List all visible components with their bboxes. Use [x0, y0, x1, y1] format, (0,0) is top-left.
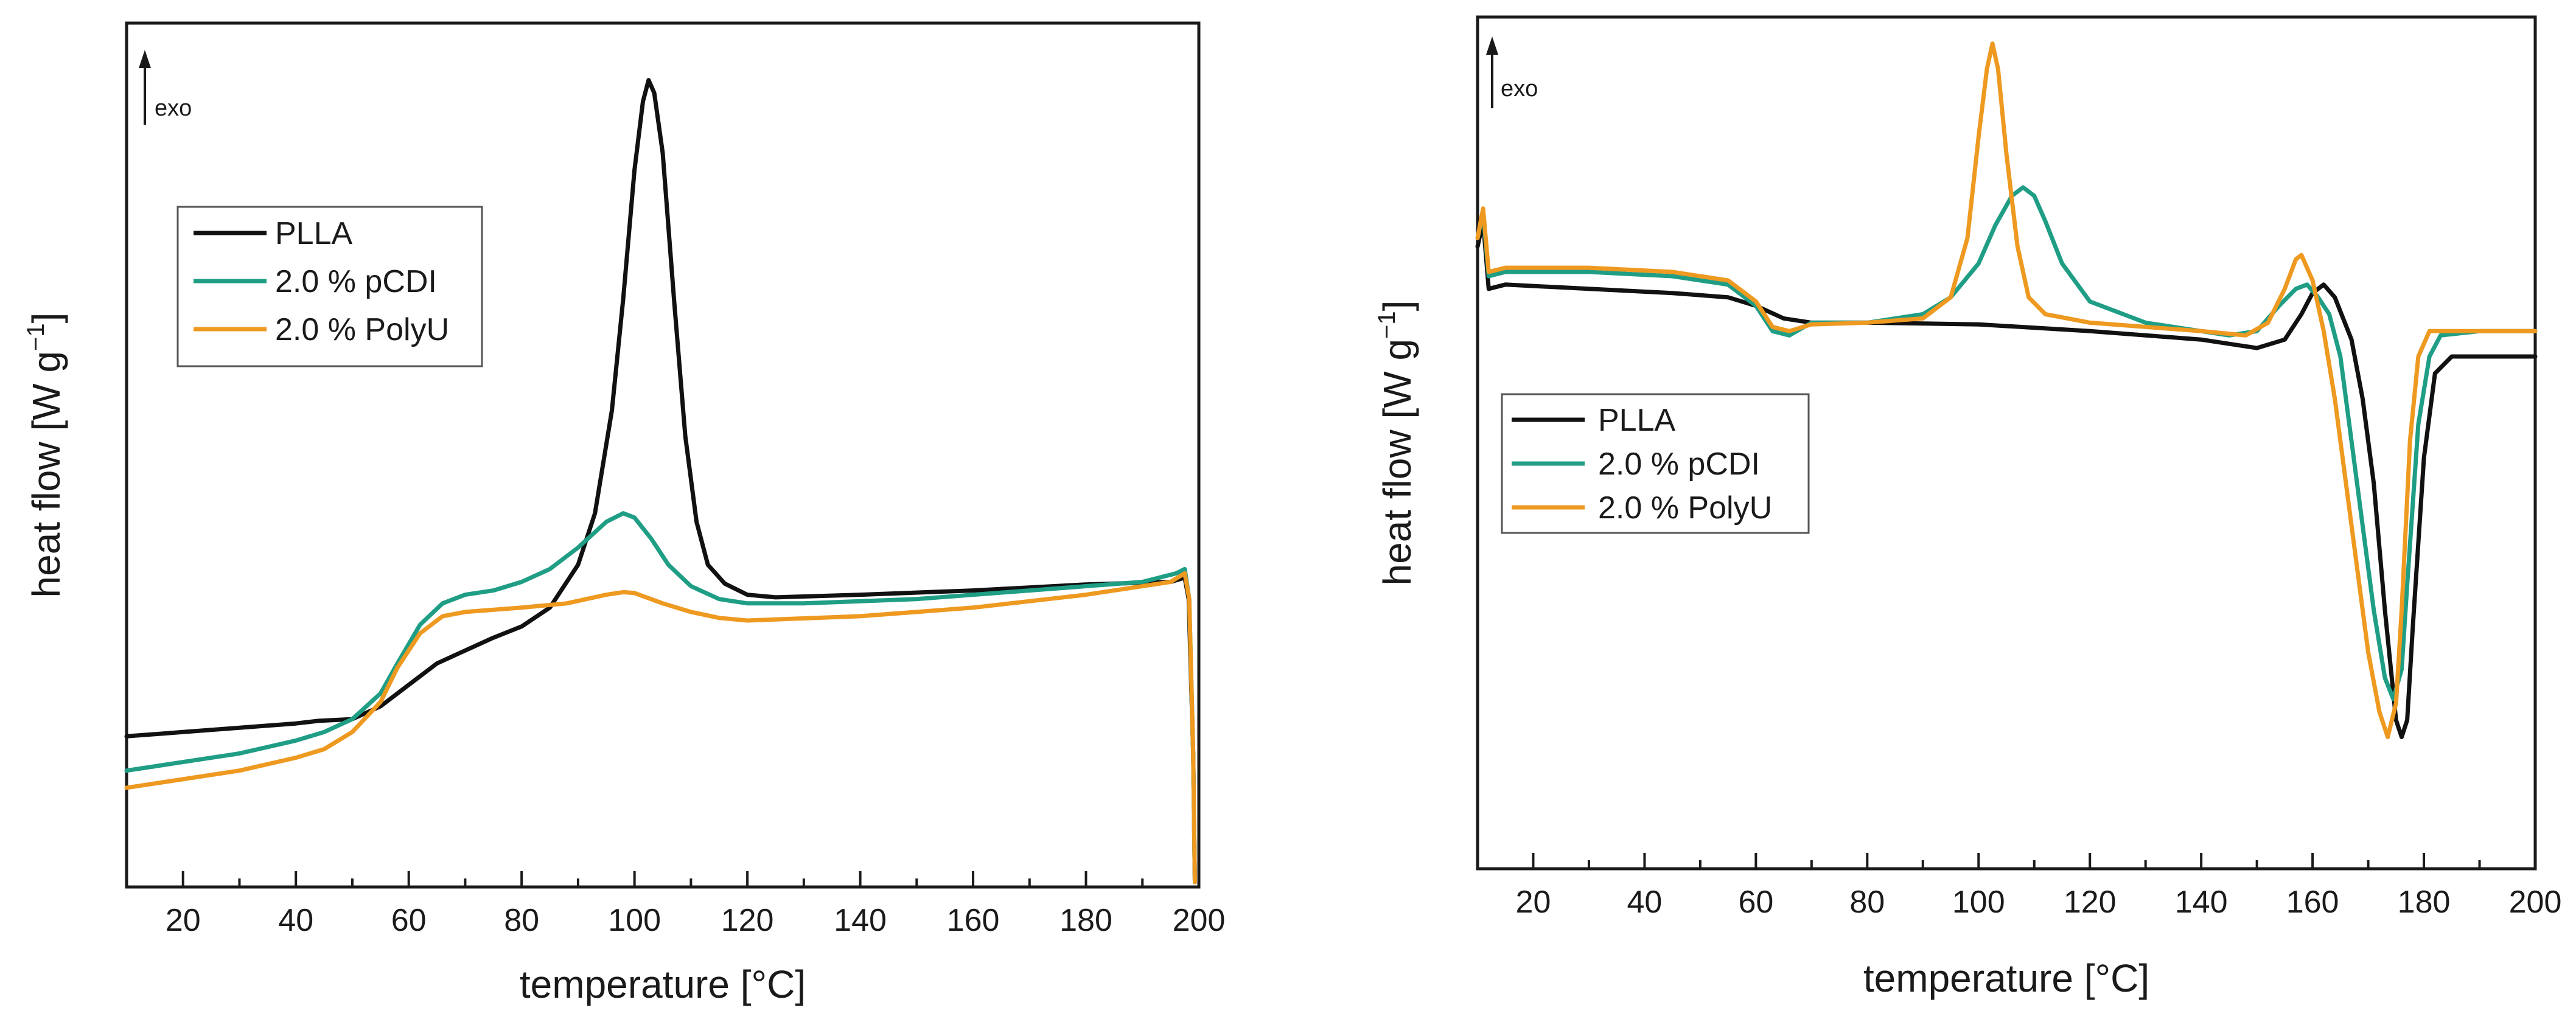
left-x-tick-label-160: 160 — [947, 903, 1000, 938]
left-x-tick-label-200: 200 — [1173, 903, 1226, 938]
right-x-ticks: 20 40 60 80 100 120 140 160 180 200 — [1476, 853, 2562, 920]
left-exo-arrow-head — [139, 50, 151, 68]
left-x-tick-label-60: 60 — [391, 903, 427, 938]
right-x-tick-label-180: 180 — [2398, 885, 2451, 920]
left-x-tick-label-180: 180 — [1059, 903, 1112, 938]
left-x-tick-label-100: 100 — [608, 903, 661, 938]
right-x-tick-label-60: 60 — [1738, 885, 1773, 920]
right-x-tick-label-140: 140 — [2175, 885, 2228, 920]
right-x-tick-label-120: 120 — [2064, 885, 2117, 920]
right-y-axis-title-sup: −1 — [1374, 311, 1400, 339]
left-legend: PLLA 2.0 % pCDI 2.0 % PolyU — [176, 206, 483, 367]
left-series-2-0-pcdi — [124, 511, 1197, 885]
left-x-tick-label-40: 40 — [278, 903, 313, 938]
right-x-axis-title: temperature [°C] — [1863, 956, 2149, 1000]
right-x-tick-label-40: 40 — [1627, 885, 1662, 920]
right-y-axis-title-main: heat flow [W g — [1375, 339, 1419, 586]
left-y-axis-title-sup: −1 — [23, 323, 49, 351]
left-exo-arrow: exo — [139, 50, 192, 125]
right-series-layer — [1475, 41, 2538, 739]
left-plot-frame — [125, 21, 1201, 889]
right-x-tick-label-200: 200 — [2509, 885, 2562, 920]
left-legend-label-plla: PLLA — [275, 216, 353, 251]
left-legend-label-pcdi: 2.0 % pCDI — [275, 264, 437, 299]
right-y-axis-title: heat flow [W g−1] — [1374, 301, 1419, 586]
right-exo-arrow-head — [1486, 37, 1498, 55]
left-y-axis-title-main: heat flow [W g — [24, 351, 68, 598]
right-legend-label-pcdi: 2.0 % pCDI — [1598, 447, 1760, 482]
left-x-tick-label-20: 20 — [166, 903, 201, 938]
right-plot-frame — [1476, 15, 2537, 871]
right-legend-label-plla: PLLA — [1598, 403, 1676, 438]
right-series-plla — [1475, 219, 2538, 739]
right-x-tick-label-100: 100 — [1952, 885, 2005, 920]
left-y-axis-title-end: ] — [24, 313, 68, 324]
right-exo-label: exo — [1501, 76, 1538, 102]
left-legend-label-polyu: 2.0 % PolyU — [275, 312, 449, 347]
right-legend: PLLA 2.0 % pCDI 2.0 % PolyU — [1501, 393, 1810, 534]
left-series-2-0-polyu — [124, 571, 1197, 885]
left-y-axis-title: heat flow [W g−1] — [23, 313, 68, 598]
right-panel: 20 40 60 80 100 120 140 160 180 200 exo PLLA 2.0 … — [1374, 15, 2562, 1000]
left-series-plla — [124, 78, 1197, 885]
right-series-2-0-polyu — [1475, 41, 2538, 739]
right-series-2-0-pcdi — [1475, 185, 2538, 701]
left-series-layer — [124, 78, 1197, 885]
right-y-axis-title-end: ] — [1375, 301, 1419, 311]
left-x-axis-title: temperature [°C] — [520, 962, 806, 1006]
left-x-tick-label-80: 80 — [504, 903, 539, 938]
left-panel: 20 40 60 80 100 120 140 160 180 200 exo PLLA 2.0 … — [23, 21, 1226, 1006]
right-exo-arrow: exo — [1486, 37, 1538, 108]
right-legend-label-polyu: 2.0 % PolyU — [1598, 490, 1772, 526]
right-x-tick-label-160: 160 — [2286, 885, 2339, 920]
left-exo-label: exo — [155, 96, 192, 121]
right-x-tick-label-80: 80 — [1849, 885, 1885, 920]
left-x-tick-label-120: 120 — [721, 903, 774, 938]
left-x-ticks: 20 40 60 80 100 120 140 160 180 200 — [125, 871, 1226, 938]
left-x-tick-label-140: 140 — [834, 903, 887, 938]
right-x-tick-label-20: 20 — [1516, 885, 1551, 920]
